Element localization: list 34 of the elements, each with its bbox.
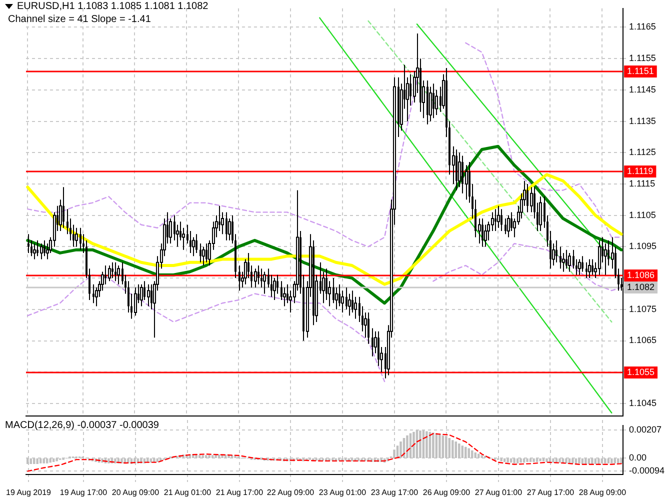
y-tick-label: 1.1115 <box>629 178 656 188</box>
chart-title: EURUSD,H1 1.1083 1.1085 1.1081 1.1082 <box>17 1 208 12</box>
y-tick-label: 0.00 <box>629 452 647 463</box>
x-tick-label: 26 Aug 09:00 <box>422 488 471 497</box>
x-tick-label: 21 Aug 01:00 <box>164 488 212 497</box>
ref-line-label: 1.1055 <box>627 366 655 377</box>
y-tick-label: 0.00207 <box>629 424 662 434</box>
y-tick-label: 1.1135 <box>629 116 656 126</box>
y-tick-label: 1.1155 <box>629 53 656 64</box>
y-tick-label: 1.1165 <box>629 22 656 32</box>
x-tick-label: 20 Aug 09:00 <box>112 488 160 497</box>
y-tick-label: 1.1075 <box>629 304 657 314</box>
x-tick-label: 22 Aug 09:00 <box>266 488 315 497</box>
x-tick-label: 27 Aug 17:00 <box>526 488 575 497</box>
y-tick-label: 1.1095 <box>629 241 657 252</box>
ref-line-label: 1.1151 <box>627 66 654 76</box>
annotation: Channel size = 41 Slope = -1.41 <box>8 14 151 25</box>
y-tick-label: 1.1145 <box>629 84 656 94</box>
chart-title: MACD(12,26,9) -0.00037 -0.00039 <box>5 420 159 431</box>
y-tick-label: -0.00094 <box>629 466 665 476</box>
ref-line-label: 1.1119 <box>627 166 654 176</box>
x-tick-label: 21 Aug 17:00 <box>216 488 264 497</box>
x-tick-label: 19 Aug 17:00 <box>60 488 108 497</box>
ref-line-label: 1.1086 <box>627 270 655 280</box>
y-tick-label: 1.1045 <box>629 398 657 408</box>
x-tick-label: 19 Aug 2019 <box>6 488 52 497</box>
y-tick-label: 1.1065 <box>629 335 657 346</box>
x-tick-label: 23 Aug 01:00 <box>318 488 367 497</box>
y-tick-label: 1.1105 <box>629 210 656 220</box>
x-tick-label: 28 Aug 09:00 <box>578 488 627 497</box>
x-tick-label: 27 Aug 01:00 <box>474 488 523 497</box>
x-tick-label: 23 Aug 17:00 <box>370 488 419 497</box>
y-tick-label: 1.1125 <box>629 147 656 158</box>
ref-line-label: 1.1082 <box>627 282 655 292</box>
